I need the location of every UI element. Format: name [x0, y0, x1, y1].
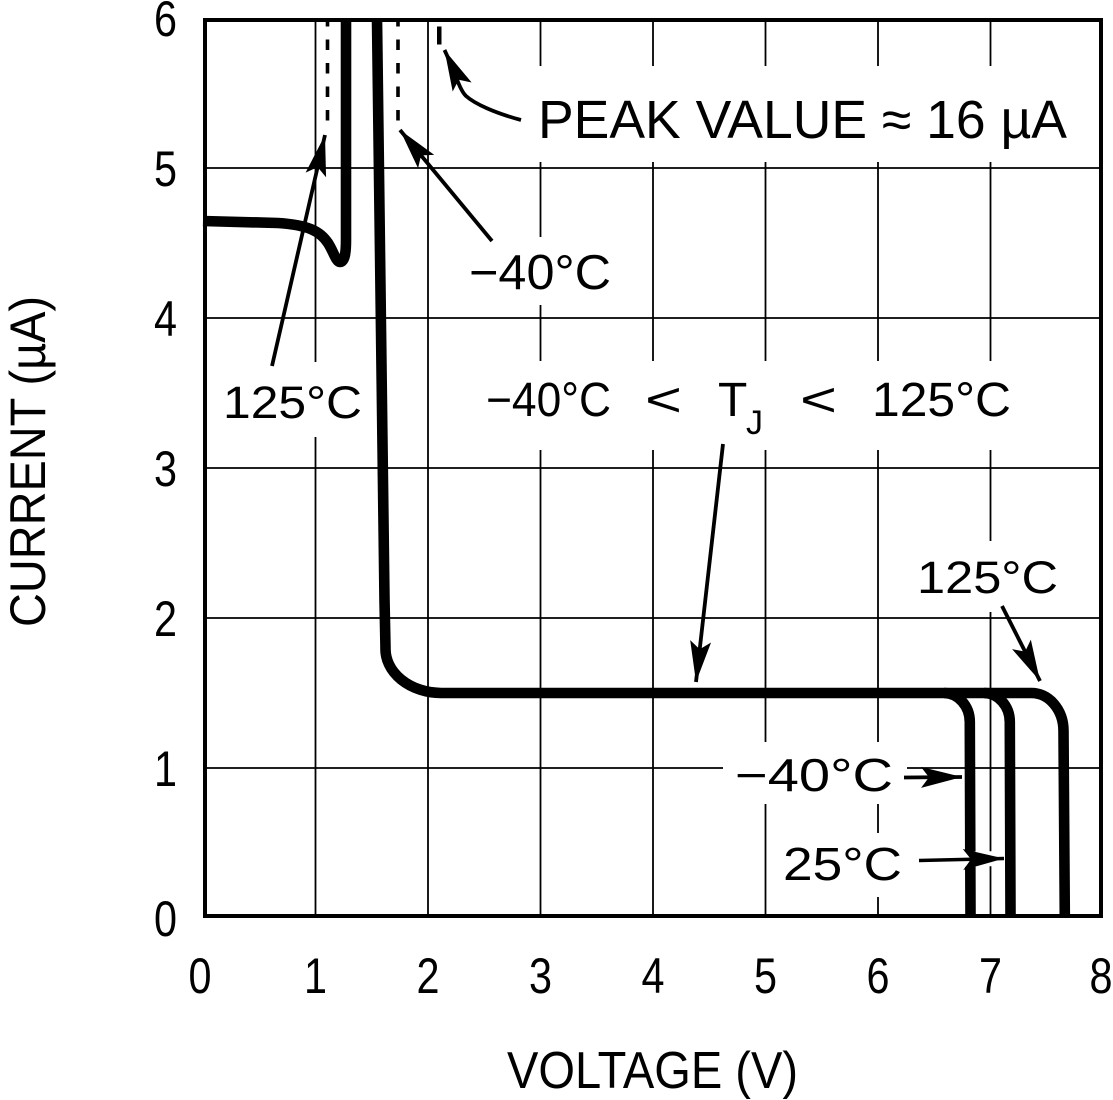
svg-text:2: 2 [154, 591, 177, 647]
svg-text:3: 3 [529, 948, 552, 1004]
svg-text:5: 5 [754, 948, 777, 1004]
svg-text:4: 4 [642, 948, 665, 1004]
svg-text:0: 0 [189, 948, 212, 1004]
svg-text:<: < [800, 374, 837, 427]
svg-text:25°C: 25°C [783, 838, 902, 890]
svg-text:VOLTAGE (V): VOLTAGE (V) [507, 1042, 798, 1100]
svg-text:1: 1 [154, 741, 177, 797]
svg-text:2: 2 [417, 948, 440, 1004]
svg-text:J: J [746, 404, 763, 442]
svg-text:−40°C: −40°C [469, 246, 611, 300]
svg-text:T: T [718, 374, 747, 427]
svg-text:5: 5 [154, 141, 177, 197]
svg-text:0: 0 [154, 891, 177, 947]
svg-text:PEAK VALUE ≈ 16 µA: PEAK VALUE ≈ 16 µA [538, 90, 1067, 150]
svg-text:3: 3 [154, 441, 177, 497]
svg-text:CURRENT (µA): CURRENT (µA) [0, 296, 56, 627]
svg-text:−40°C: −40°C [486, 374, 611, 427]
svg-text:1: 1 [304, 948, 327, 1004]
svg-text:125°C: 125°C [872, 374, 1011, 427]
svg-text:8: 8 [1090, 948, 1113, 1004]
svg-text:6: 6 [867, 948, 890, 1004]
svg-text:4: 4 [154, 291, 177, 347]
svg-text:<: < [645, 374, 682, 427]
svg-text:−40°C: −40°C [735, 749, 893, 801]
svg-text:6: 6 [154, 0, 177, 47]
svg-text:125°C: 125°C [223, 377, 362, 428]
svg-text:7: 7 [979, 948, 1002, 1004]
svg-text:125°C: 125°C [917, 552, 1058, 603]
